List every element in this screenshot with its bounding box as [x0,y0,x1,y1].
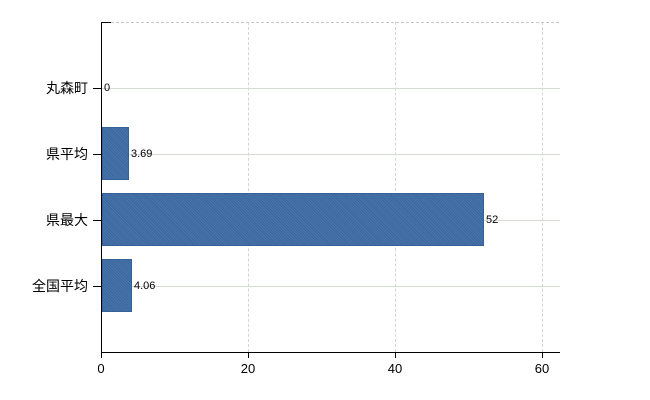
x-axis-tick-label: 20 [240,361,256,376]
category-gridline [101,154,560,155]
plot-top-border [111,22,559,23]
plot-top-border-cap [101,22,111,23]
category-tick [93,154,101,155]
category-tick [93,88,101,89]
bar-value-label: 0 [104,82,111,94]
category-label: 全国平均 [32,278,88,294]
x-axis-tick [395,352,396,358]
x-gridline-60 [542,22,543,352]
x-axis-line [101,352,560,353]
category-label: 丸森町 [46,80,88,96]
category-label: 県平均 [46,146,88,162]
category-gridline [101,286,560,287]
x-axis-tick-label: 40 [387,361,403,376]
bar-value-label: 4.06 [134,280,156,292]
bar-県最大 [102,193,484,246]
x-gridline-40 [395,22,396,352]
bar-value-label: 3.69 [131,148,153,160]
bar-value-label: 52 [486,214,499,226]
bar-県平均 [102,127,129,180]
category-tick [93,220,101,221]
x-axis-tick [542,352,543,358]
bar-全国平均 [102,259,132,312]
x-axis-tick [248,352,249,358]
x-axis-tick-label: 60 [534,361,550,376]
x-gridline-20 [248,22,249,352]
x-axis-tick-label: 0 [97,361,105,376]
category-label: 県最大 [46,212,88,228]
y-axis-line [101,22,102,358]
category-tick [93,286,101,287]
category-gridline [101,88,560,89]
